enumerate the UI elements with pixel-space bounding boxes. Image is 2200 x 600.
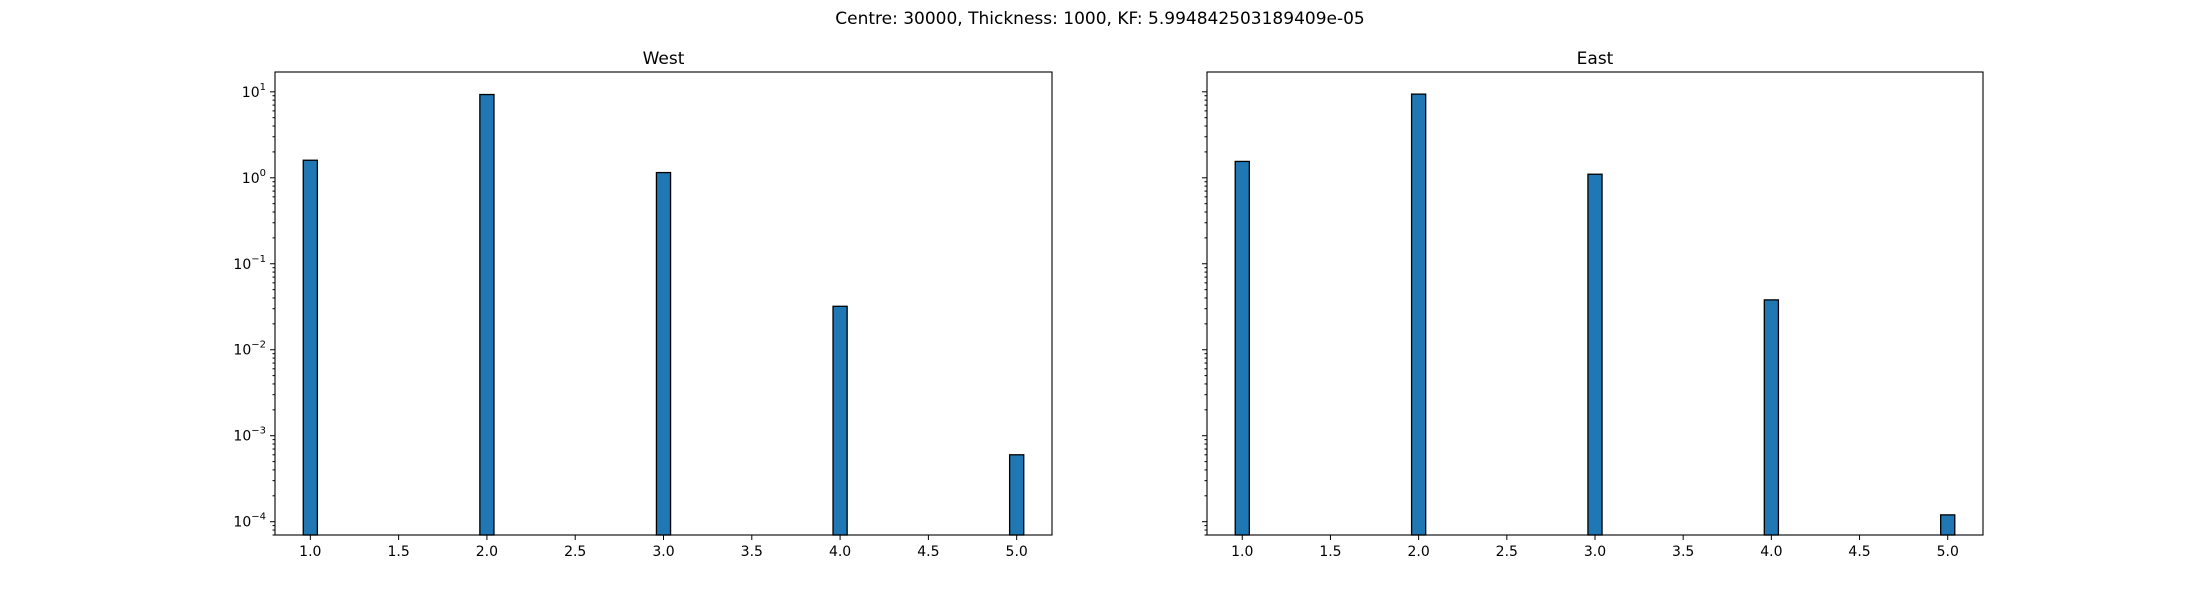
- figure-suptitle: Centre: 30000, Thickness: 1000, KF: 5.99…: [835, 9, 1365, 29]
- x-tick-label: 3.5: [741, 544, 763, 560]
- bar-5: [1008, 454, 1025, 536]
- x-tick-label: 4.5: [1848, 544, 1870, 560]
- x-tick-label: 3.5: [1672, 544, 1694, 560]
- bar-5: [1940, 514, 1956, 536]
- x-tick-label: 4.0: [1760, 544, 1782, 560]
- x-tick-label: 2.0: [1408, 544, 1430, 560]
- x-tick-label: 3.0: [1584, 544, 1606, 560]
- x-tick-label: 2.5: [1496, 544, 1518, 560]
- x-tick-label: 1.0: [299, 544, 321, 560]
- y-tick-label: 10−3: [233, 426, 266, 445]
- y-tick-label: 100: [242, 168, 266, 187]
- bar-3: [655, 171, 672, 536]
- bar-1: [302, 159, 319, 536]
- x-tick-label: 2.5: [564, 544, 586, 560]
- x-tick-label: 4.5: [917, 544, 939, 560]
- x-tick-label: 4.0: [829, 544, 851, 560]
- bar-1: [1234, 160, 1250, 536]
- x-tick-label: 1.5: [387, 544, 409, 560]
- panel-title: East: [1577, 49, 1614, 69]
- x-tick-label: 5.0: [1006, 544, 1028, 560]
- x-tick-label: 2.0: [476, 544, 498, 560]
- panel-east: East 1.0 1.5 2.0 2.5 3.0 3.5 4.0 4.5 5.0: [1202, 49, 1984, 560]
- panel-title: West: [643, 49, 685, 69]
- x-tick-label: 1.5: [1319, 544, 1341, 560]
- bar-4: [1763, 299, 1780, 536]
- bar-3: [1587, 173, 1603, 536]
- plot-frame: [274, 71, 1053, 536]
- panel-west: West 1.0 1.5 2.0 2.5 3.0 3.5 4.0 4.5 5.0 10−4 10−3 1…: [233, 49, 1053, 560]
- y-tick-label: 101: [242, 82, 266, 101]
- x-tick-label: 5.0: [1937, 544, 1959, 560]
- plot-frame: [1206, 71, 1984, 536]
- y-tick-label: 10−4: [233, 512, 266, 531]
- bar-2: [1410, 93, 1427, 536]
- y-tick-label: 10−2: [233, 340, 266, 359]
- bar-2: [479, 93, 495, 536]
- x-tick-label: 3.0: [652, 544, 674, 560]
- x-tick-label: 1.0: [1231, 544, 1253, 560]
- y-tick-label: 10−1: [233, 254, 266, 273]
- bar-4: [832, 305, 848, 536]
